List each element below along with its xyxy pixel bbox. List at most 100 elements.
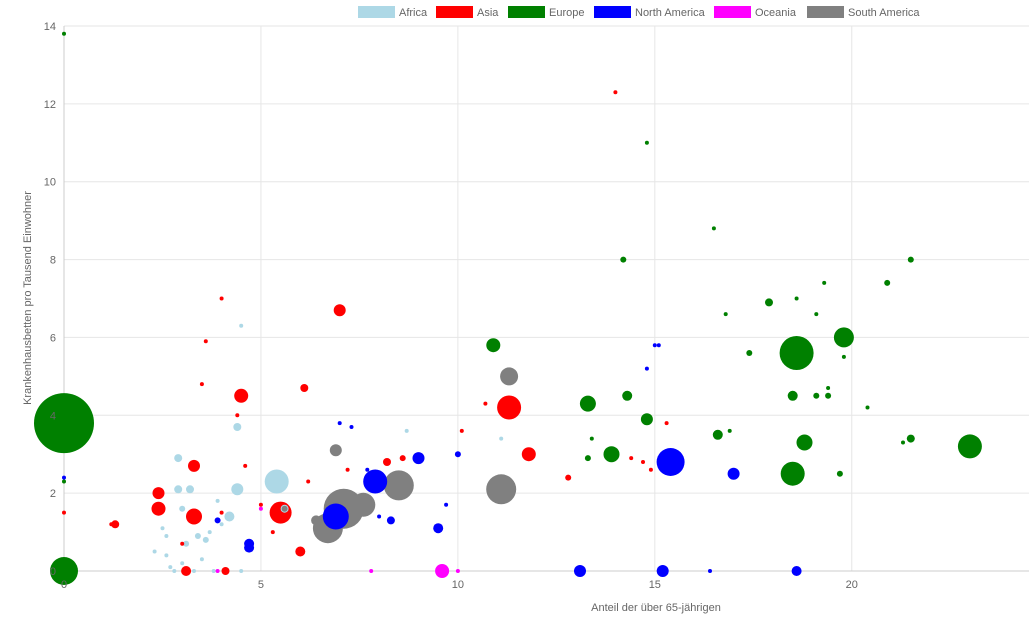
bubble-south-america[interactable] bbox=[329, 444, 342, 457]
bubble-africa[interactable] bbox=[211, 569, 216, 573]
bubble-europe[interactable] bbox=[780, 461, 805, 486]
bubble-europe[interactable] bbox=[765, 298, 773, 307]
bubble-asia[interactable] bbox=[234, 388, 249, 403]
bubble-south-america[interactable] bbox=[351, 492, 376, 517]
bubble-europe[interactable] bbox=[34, 393, 94, 454]
bubble-europe[interactable] bbox=[836, 470, 843, 477]
bubble-europe[interactable] bbox=[723, 312, 728, 317]
bubble-north-america[interactable] bbox=[791, 566, 802, 576]
bubble-europe[interactable] bbox=[841, 354, 846, 359]
bubble-europe[interactable] bbox=[746, 350, 753, 356]
bubble-europe[interactable] bbox=[620, 256, 627, 263]
bubble-north-america[interactable] bbox=[412, 452, 425, 465]
bubble-asia[interactable] bbox=[565, 474, 572, 481]
bubble-north-america[interactable] bbox=[574, 565, 586, 577]
bubble-europe[interactable] bbox=[907, 256, 914, 263]
bubble-south-america[interactable] bbox=[383, 470, 414, 501]
bubble-asia[interactable] bbox=[333, 304, 346, 317]
bubble-asia[interactable] bbox=[203, 339, 208, 344]
bubble-oceania[interactable] bbox=[258, 506, 263, 511]
bubble-africa[interactable] bbox=[172, 569, 177, 573]
bubble-asia[interactable] bbox=[641, 460, 645, 464]
bubble-europe[interactable] bbox=[957, 434, 982, 459]
legend-item-asia[interactable]: Asia bbox=[436, 6, 499, 19]
bubble-north-america[interactable] bbox=[365, 467, 370, 472]
bubble-north-america[interactable] bbox=[349, 425, 354, 429]
bubble-south-america[interactable] bbox=[500, 367, 519, 386]
bubble-asia[interactable] bbox=[383, 458, 391, 466]
bubble-asia[interactable] bbox=[399, 455, 406, 462]
legend-item-north-america[interactable]: North America bbox=[594, 6, 706, 19]
bubble-asia[interactable] bbox=[180, 541, 185, 546]
bubble-north-america[interactable] bbox=[433, 523, 444, 534]
bubble-asia[interactable] bbox=[459, 428, 464, 433]
bubble-africa[interactable] bbox=[164, 553, 169, 558]
bubble-africa[interactable] bbox=[231, 483, 244, 496]
bubble-europe[interactable] bbox=[822, 280, 827, 285]
bubble-europe[interactable] bbox=[813, 392, 820, 399]
bubble-asia[interactable] bbox=[109, 522, 114, 527]
bubble-north-america[interactable] bbox=[644, 366, 649, 371]
bubble-europe[interactable] bbox=[640, 413, 653, 426]
bubble-africa[interactable] bbox=[499, 436, 504, 441]
bubble-asia[interactable] bbox=[219, 510, 224, 515]
legend-item-africa[interactable]: Africa bbox=[358, 6, 428, 19]
bubble-europe[interactable] bbox=[814, 312, 819, 317]
bubble-europe[interactable] bbox=[584, 455, 591, 462]
bubble-asia[interactable] bbox=[221, 567, 230, 575]
bubble-north-america[interactable] bbox=[363, 469, 388, 494]
bubble-north-america[interactable] bbox=[322, 503, 349, 530]
bubble-europe[interactable] bbox=[865, 405, 870, 410]
bubble-asia[interactable] bbox=[664, 421, 669, 426]
bubble-asia[interactable] bbox=[497, 395, 522, 420]
bubble-africa[interactable] bbox=[404, 428, 409, 433]
bubble-north-america[interactable] bbox=[62, 475, 66, 480]
bubble-oceania[interactable] bbox=[455, 569, 460, 573]
bubble-asia[interactable] bbox=[295, 546, 306, 557]
bubble-africa[interactable] bbox=[202, 536, 209, 543]
bubble-africa[interactable] bbox=[174, 454, 183, 463]
bubble-asia[interactable] bbox=[181, 566, 192, 576]
bubble-north-america[interactable] bbox=[244, 542, 255, 553]
bubble-asia[interactable] bbox=[613, 90, 618, 95]
bubble-africa[interactable] bbox=[183, 540, 190, 547]
bubble-asia[interactable] bbox=[111, 520, 120, 529]
bubble-north-america[interactable] bbox=[652, 343, 657, 348]
bubble-north-america[interactable] bbox=[727, 467, 740, 480]
bubble-europe[interactable] bbox=[603, 446, 620, 463]
bubble-asia[interactable] bbox=[151, 501, 166, 516]
bubble-africa[interactable] bbox=[233, 423, 242, 431]
bubble-asia[interactable] bbox=[62, 510, 66, 515]
bubble-asia[interactable] bbox=[345, 467, 350, 472]
bubble-asia[interactable] bbox=[648, 467, 653, 472]
bubble-north-america[interactable] bbox=[214, 517, 221, 524]
bubble-africa[interactable] bbox=[168, 565, 173, 570]
bubble-europe[interactable] bbox=[727, 428, 732, 433]
bubble-africa[interactable] bbox=[239, 323, 244, 328]
bubble-north-america[interactable] bbox=[656, 343, 661, 348]
bubble-asia[interactable] bbox=[235, 413, 240, 418]
bubble-africa[interactable] bbox=[186, 485, 194, 494]
bubble-europe[interactable] bbox=[787, 390, 798, 401]
bubble-europe[interactable] bbox=[833, 327, 854, 348]
bubble-africa[interactable] bbox=[160, 526, 165, 531]
legend-item-south-america[interactable]: South America bbox=[807, 6, 920, 19]
bubble-asia[interactable] bbox=[258, 502, 263, 507]
bubble-oceania[interactable] bbox=[435, 564, 450, 578]
bubble-africa[interactable] bbox=[174, 485, 183, 494]
bubble-europe[interactable] bbox=[579, 395, 596, 412]
bubble-north-america[interactable] bbox=[377, 514, 382, 519]
bubble-europe[interactable] bbox=[589, 436, 594, 441]
legend[interactable]: Africa Asia Europe North America Oceania Sout… bbox=[358, 6, 920, 19]
bubble-europe[interactable] bbox=[62, 479, 66, 484]
bubble-north-america[interactable] bbox=[656, 565, 669, 577]
bubble-asia[interactable] bbox=[199, 382, 204, 387]
bubble-asia[interactable] bbox=[269, 501, 292, 524]
bubble-africa[interactable] bbox=[194, 533, 201, 539]
bubble-europe[interactable] bbox=[62, 31, 66, 36]
bubble-africa[interactable] bbox=[179, 505, 186, 512]
bubble-africa[interactable] bbox=[215, 498, 220, 503]
bubble-north-america[interactable] bbox=[337, 421, 342, 426]
bubble-asia[interactable] bbox=[152, 487, 165, 500]
legend-item-europe[interactable]: Europe bbox=[508, 6, 584, 19]
